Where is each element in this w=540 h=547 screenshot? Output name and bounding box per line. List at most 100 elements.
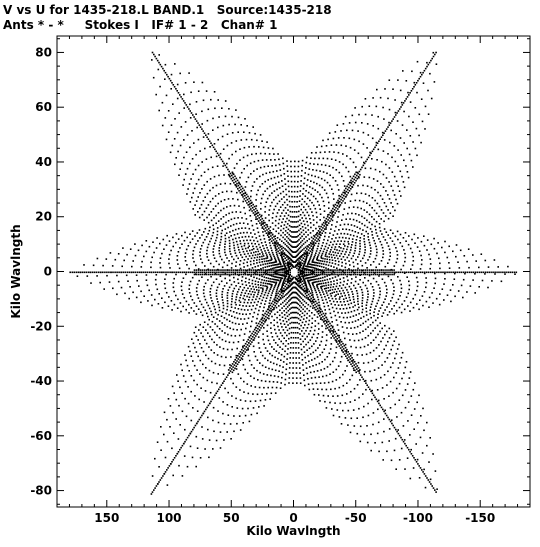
- uv-point: [311, 269, 314, 271]
- uv-point: [354, 287, 357, 289]
- uv-point: [392, 293, 395, 296]
- uv-point: [246, 372, 249, 374]
- uv-point: [227, 168, 229, 171]
- uv-point: [284, 207, 287, 209]
- uv-point: [272, 228, 275, 230]
- uv-point: [244, 269, 247, 271]
- uv-point: [150, 261, 152, 264]
- uv-point: [264, 205, 267, 208]
- uv-point: [346, 155, 348, 157]
- uv-point: [347, 333, 350, 335]
- uv-point: [356, 263, 359, 265]
- uv-point: [297, 244, 299, 246]
- uv-point: [232, 290, 234, 292]
- uv-point: [288, 332, 290, 335]
- uv-point: [282, 274, 284, 277]
- uv-point: [186, 264, 188, 266]
- uv-point: [347, 240, 349, 243]
- uv-point: [215, 289, 218, 292]
- uv-point: [348, 321, 350, 324]
- uv-point: [222, 207, 225, 210]
- uv-point: [355, 219, 358, 222]
- uv-point: [248, 245, 250, 247]
- uv-point: [235, 365, 238, 367]
- uv-point: [334, 203, 337, 206]
- uv-point: [353, 369, 355, 371]
- uv-point: [177, 271, 179, 274]
- uv-point: [299, 271, 302, 274]
- uv-point: [371, 234, 374, 236]
- uv-point: [375, 228, 377, 231]
- uv-point: [247, 293, 250, 295]
- uv-point: [317, 280, 320, 283]
- uv-point: [205, 269, 208, 271]
- uv-point: [116, 271, 118, 274]
- uv-point: [375, 144, 378, 147]
- uv-point: [406, 171, 409, 173]
- uv-point: [300, 278, 303, 280]
- uv-point: [369, 306, 372, 308]
- uv-point: [309, 300, 312, 303]
- uv-point: [274, 296, 277, 299]
- uv-point: [324, 295, 326, 298]
- uv-point: [249, 202, 251, 205]
- uv-point: [385, 205, 388, 208]
- uv-point: [126, 271, 129, 274]
- uv-point: [235, 211, 237, 213]
- uv-point: [224, 182, 226, 185]
- uv-point: [342, 163, 344, 166]
- uv-point: [363, 240, 366, 243]
- uv-point: [284, 257, 286, 259]
- uv-point: [346, 300, 349, 302]
- uv-point: [373, 239, 375, 242]
- uv-point: [301, 169, 303, 172]
- uv-point: [372, 289, 375, 291]
- uv-point: [292, 342, 295, 344]
- uv-point: [167, 271, 169, 274]
- uv-point: [315, 267, 318, 270]
- uv-point: [261, 290, 264, 293]
- uv-point: [322, 273, 324, 276]
- uv-point: [378, 287, 381, 289]
- uv-point: [347, 311, 350, 314]
- uv-point: [443, 283, 445, 285]
- uv-point: [394, 99, 396, 101]
- uv-point: [378, 344, 380, 346]
- uv-point: [324, 164, 327, 167]
- uv-point: [303, 314, 306, 317]
- uv-point: [226, 282, 228, 284]
- uv-point: [292, 301, 294, 304]
- uv-point: [356, 273, 359, 276]
- uv-point: [268, 242, 271, 244]
- uv-point: [236, 182, 238, 185]
- uv-point: [255, 251, 257, 253]
- uv-point: [389, 251, 391, 254]
- uv-point: [293, 216, 296, 218]
- uv-point: [284, 289, 287, 291]
- uv-point: [346, 271, 349, 274]
- uv-point: [501, 271, 503, 274]
- uv-point: [306, 317, 308, 319]
- uv-point: [284, 331, 286, 334]
- uv-point: [334, 159, 337, 161]
- uv-point: [290, 240, 292, 242]
- uv-point: [419, 299, 421, 301]
- uv-point: [352, 255, 354, 257]
- uv-point: [244, 368, 246, 371]
- uv-point: [351, 238, 354, 240]
- uv-point: [222, 273, 224, 276]
- uv-point: [274, 342, 277, 344]
- uv-point: [372, 423, 374, 426]
- uv-point: [240, 188, 242, 191]
- uv-point: [253, 145, 255, 148]
- uv-point: [429, 478, 432, 481]
- uv-point: [299, 246, 302, 248]
- uv-point: [224, 243, 226, 245]
- uv-point: [311, 270, 314, 272]
- uv-point: [269, 255, 272, 258]
- uv-point: [359, 274, 361, 276]
- uv-point: [265, 289, 268, 292]
- uv-point: [344, 346, 347, 349]
- uv-point: [220, 158, 223, 161]
- uv-point: [288, 224, 291, 227]
